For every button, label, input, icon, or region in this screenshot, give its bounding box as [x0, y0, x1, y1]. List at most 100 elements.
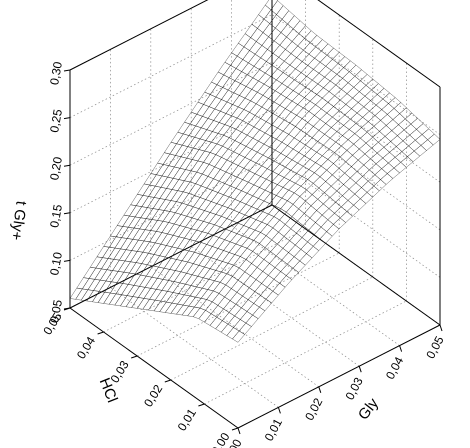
- surface-cell-3-16: [162, 269, 176, 281]
- surface-cell-4-0: [259, 298, 272, 312]
- surface-cell-5-29: [103, 235, 117, 248]
- surface-cell-28-9: [370, 94, 384, 106]
- x-tick-label-2: 0,02: [302, 395, 325, 422]
- surface-cell-26-22: [284, 53, 297, 66]
- surface-cell-28-21: [303, 42, 316, 55]
- surface-cell-16-25: [199, 129, 213, 141]
- surface-cell-25-16: [310, 83, 324, 95]
- surface-cell-17-6: [313, 176, 326, 189]
- surface-cell-25-15: [316, 87, 330, 99]
- surface-cell-17-23: [217, 124, 231, 136]
- surface-cell-0-15: [148, 299, 162, 312]
- surface-cell-21-7: [334, 145, 348, 158]
- y-tick-label-2: 0,02: [141, 382, 165, 410]
- surface-cell-16-0: [339, 211, 353, 223]
- surface-cell-15-24: [198, 140, 212, 152]
- surface-cell-9-15: [208, 214, 222, 225]
- surface-cell-2-13: [172, 282, 186, 294]
- surface-cell-17-2: [335, 195, 349, 208]
- surface-cell-19-27: [208, 96, 222, 110]
- surface-cell-5-27: [114, 237, 128, 250]
- surface-cell-11-27: [154, 175, 168, 188]
- surface-cell-0-19: [125, 296, 139, 308]
- surface-cell-15-6: [299, 189, 313, 202]
- surface-cell-2-18: [144, 277, 158, 289]
- surface-cell-25-1: [394, 151, 408, 163]
- surface-cell-14-24: [191, 149, 205, 162]
- surface-cell-9-24: [158, 199, 172, 211]
- surface-cell-1-28: [82, 278, 95, 290]
- surface-cell-22-11: [318, 123, 332, 135]
- surface-cell-26-21: [289, 57, 303, 70]
- surface-cell-15-4: [310, 199, 324, 211]
- surface-cell-19-6: [326, 163, 340, 176]
- grid-x-floor-1: [110, 287, 279, 408]
- surface-cell-15-27: [181, 135, 195, 147]
- surface-cell-29-18: [326, 47, 340, 60]
- surface-cell-7-24: [144, 219, 158, 231]
- surface-cell-29-29: [265, 0, 278, 11]
- surface-cell-9-4: [270, 243, 284, 257]
- surface-cell-28-10: [364, 89, 378, 101]
- x-tick-label-5: 0,05: [423, 334, 446, 361]
- surface-cell-6-18: [171, 236, 185, 249]
- surface-cell-21-3: [356, 164, 370, 177]
- surface-cell-27-10: [357, 95, 371, 108]
- surface-cell-8-19: [179, 215, 193, 228]
- surface-cell-27-12: [346, 86, 360, 99]
- surface-cell-14-4: [304, 205, 317, 219]
- surface-cell-10-25: [159, 188, 173, 200]
- surface-cell-17-1: [341, 200, 354, 212]
- surface-cell-3-29: [89, 256, 103, 269]
- surface-cell-14-25: [186, 147, 200, 160]
- surface-cell-2-11: [183, 285, 197, 297]
- surface-cell-6-29: [110, 225, 124, 238]
- surface-cell-2-12: [178, 284, 192, 296]
- surface-cell-10-17: [204, 201, 218, 213]
- surface-cell-23-8: [342, 129, 356, 140]
- surface-cell-9-1: [287, 256, 300, 269]
- surface-cell-19-8: [315, 155, 329, 167]
- surface-cell-4-23: [130, 251, 144, 263]
- surface-cell-4-29: [96, 246, 110, 258]
- box-edge-8: [317, 0, 441, 88]
- surface-cell-15-2: [321, 208, 335, 220]
- surface-cell-11-21: [188, 183, 202, 196]
- surface-cell-6-10: [216, 250, 230, 262]
- surface-cell-1-14: [160, 291, 174, 303]
- surface-cell-8-15: [201, 222, 215, 234]
- grid-y-floor-4: [103, 228, 306, 333]
- surface-cell-8-29: [123, 204, 137, 217]
- surface-cell-11-23: [177, 180, 191, 192]
- surface-cell-1-10: [182, 295, 196, 307]
- x-tick-2: [318, 386, 322, 393]
- surface-cell-18-7: [314, 165, 328, 177]
- surface-cell-2-20: [133, 274, 147, 287]
- surface-cell-7-26: [133, 217, 147, 230]
- surface-cell-17-29: [184, 111, 198, 125]
- surface-cell-18-1: [347, 193, 361, 206]
- surface-cell-6-11: [210, 248, 224, 260]
- y-tick-label-4: 0,04: [74, 334, 98, 362]
- surface-cell-4-11: [197, 266, 211, 278]
- surface-cell-15-1: [327, 213, 341, 225]
- surface-cell-3-14: [173, 271, 187, 284]
- surface-cell-24-0: [393, 162, 407, 174]
- surface-cell-13-24: [185, 159, 199, 172]
- surface-cell-7-16: [189, 229, 203, 242]
- surface-cell-12-21: [195, 173, 209, 187]
- surface-cell-16-29: [177, 121, 191, 135]
- surface-cell-15-7: [293, 185, 307, 197]
- z-tick-label-0: 0,05: [47, 298, 65, 324]
- surface-cell-27-9: [363, 100, 377, 112]
- surface-cell-27-26: [268, 27, 282, 42]
- surface-cell-26-10: [351, 102, 365, 114]
- surface-cell-2-27: [94, 268, 108, 281]
- surface-cell-22-10: [324, 127, 338, 139]
- surface-cell-15-3: [316, 203, 330, 216]
- surface-cell-9-23: [163, 200, 177, 212]
- y-tick-2: [164, 379, 171, 383]
- surface-cell-4-12: [191, 265, 205, 277]
- surface-cell-21-11: [311, 130, 325, 142]
- surface-cell-29-27: [276, 5, 290, 20]
